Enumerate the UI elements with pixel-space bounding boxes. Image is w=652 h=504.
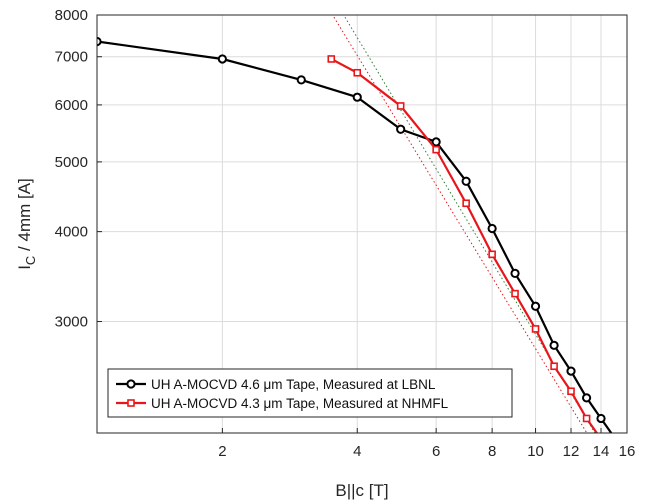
x-tick-label: 6 <box>432 443 440 460</box>
svg-text:IC / 4mm [A]: IC / 4mm [A] <box>15 178 38 270</box>
data-point <box>432 145 440 154</box>
y-axis-label: IC / 4mm [A] <box>15 178 38 270</box>
plot-background <box>97 15 627 433</box>
data-point <box>462 199 470 208</box>
legend-label-unit: μm <box>264 396 283 411</box>
legend-label-suffix: Tape, Measured at LBNL <box>283 377 436 392</box>
data-point <box>327 55 336 63</box>
y-tick-label: 8000 <box>55 7 88 24</box>
legend-label: UH A-MOCVD 4.3 μm Tape, Measured at NHMF… <box>151 396 449 411</box>
grid <box>97 15 627 433</box>
legend-label-unit: μm <box>264 377 283 392</box>
data-point <box>461 176 471 186</box>
y-tick-label: 7000 <box>55 49 88 66</box>
tick-labels: 2 4 6 8 10 12 14 16 3000 4000 5000 6000 7000 8000 <box>55 7 636 460</box>
data-point <box>598 436 604 442</box>
legend-entry: UH A-MOCVD 4.6 μm Tape, Measured at LBNL <box>116 377 436 392</box>
data-point <box>510 268 520 278</box>
data-point <box>530 301 541 311</box>
x-tick-label: 16 <box>619 443 636 460</box>
legend-marker <box>127 399 135 407</box>
data-point <box>549 340 559 350</box>
data-point <box>396 102 405 110</box>
y-axis-label-main: I <box>15 265 34 270</box>
data-point <box>566 366 576 376</box>
x-axis-label: B||c [T] <box>335 481 388 500</box>
x-tick-label: 8 <box>488 443 496 460</box>
x-tick-label: 12 <box>563 443 580 460</box>
data-point <box>217 54 227 64</box>
data-point <box>613 432 616 433</box>
y-tick-label: 4000 <box>55 224 88 241</box>
data-point <box>567 387 575 396</box>
y-axis-label-rest: / 4mm [A] <box>15 178 34 255</box>
legend: UH A-MOCVD 4.6 μm Tape, Measured at LBNL… <box>107 368 513 418</box>
data-point <box>596 413 606 424</box>
legend-marker <box>126 379 136 389</box>
data-point <box>487 223 497 234</box>
x-tick-label: 4 <box>353 443 361 460</box>
data-point <box>511 289 519 298</box>
data-point <box>550 362 558 371</box>
data-point <box>581 393 592 403</box>
x-tick-label: 10 <box>527 443 544 460</box>
plot-frame <box>96 14 628 434</box>
legend-label-prefix: UH A-MOCVD 4.3 <box>151 396 264 411</box>
data-point <box>352 92 362 102</box>
data-point <box>582 414 591 423</box>
y-axis-label-subscript: C <box>23 256 38 265</box>
legend-box <box>107 368 513 418</box>
y-tick-label: 5000 <box>55 154 88 171</box>
data-point <box>353 68 362 77</box>
legend-label: UH A-MOCVD 4.6 μm Tape, Measured at LBNL <box>151 377 436 392</box>
x-tick-label: 2 <box>218 443 226 460</box>
series-group <box>97 36 616 442</box>
data-point <box>396 124 406 134</box>
data-point <box>296 75 306 85</box>
data-point <box>488 250 496 259</box>
y-tick-label: 6000 <box>55 97 88 114</box>
x-tick-label: 14 <box>593 443 610 460</box>
y-tick-label: 3000 <box>55 314 88 331</box>
data-point <box>531 325 540 333</box>
legend-label-prefix: UH A-MOCVD 4.6 <box>151 377 264 392</box>
legend-label-suffix: Tape, Measured at NHMFL <box>283 396 449 411</box>
legend-entry: UH A-MOCVD 4.3 μm Tape, Measured at NHMF… <box>116 396 449 411</box>
data-point <box>431 137 441 147</box>
